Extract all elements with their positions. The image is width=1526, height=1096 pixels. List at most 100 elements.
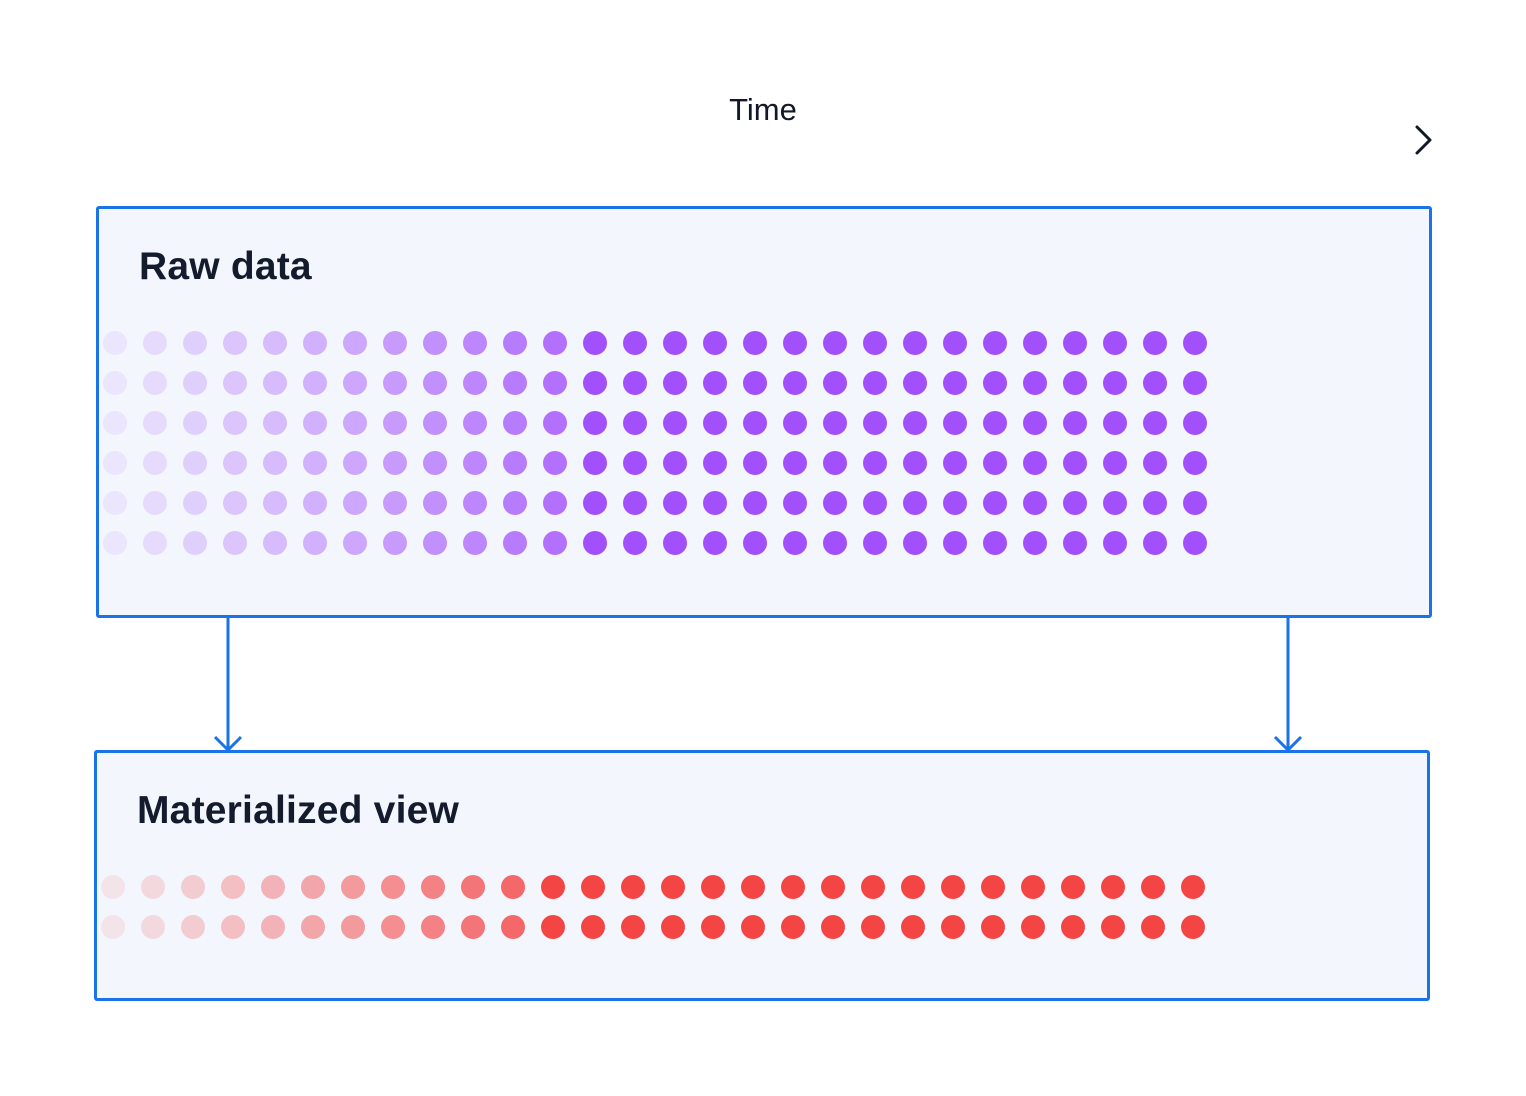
raw-data-dot xyxy=(463,531,487,555)
raw-data-dot xyxy=(1143,451,1167,475)
raw-data-dot xyxy=(103,331,127,355)
raw-data-dot xyxy=(223,451,247,475)
materialized-view-dot xyxy=(461,915,485,939)
raw-data-dot xyxy=(983,411,1007,435)
raw-data-dot xyxy=(223,491,247,515)
raw-data-dot xyxy=(943,531,967,555)
raw-data-dot xyxy=(343,531,367,555)
raw-data-dot xyxy=(263,371,287,395)
raw-data-dot xyxy=(863,451,887,475)
materialized-view-title: Materialized view xyxy=(137,789,460,832)
raw-data-dot xyxy=(1143,491,1167,515)
materialized-view-dot xyxy=(181,915,205,939)
materialized-view-dot xyxy=(341,915,365,939)
raw-data-dot xyxy=(903,371,927,395)
raw-data-dot xyxy=(263,531,287,555)
raw-data-dot xyxy=(423,451,447,475)
raw-data-dot xyxy=(1103,491,1127,515)
materialized-view-dot xyxy=(421,915,445,939)
raw-data-dot xyxy=(303,531,327,555)
raw-data-dot xyxy=(1183,411,1207,435)
raw-data-dot xyxy=(1183,331,1207,355)
raw-data-dot xyxy=(863,331,887,355)
materialized-view-dot xyxy=(861,915,885,939)
materialized-view-box: Materialized view xyxy=(94,750,1430,1001)
raw-data-dot xyxy=(783,531,807,555)
materialized-view-dot xyxy=(501,915,525,939)
raw-data-dot xyxy=(223,411,247,435)
raw-data-dot xyxy=(1143,531,1167,555)
raw-data-dot xyxy=(983,491,1007,515)
raw-data-dot xyxy=(623,531,647,555)
materialized-view-dot xyxy=(501,875,525,899)
raw-data-dot xyxy=(823,531,847,555)
materialized-view-dot xyxy=(941,915,965,939)
raw-data-dot xyxy=(1143,411,1167,435)
raw-data-dot xyxy=(863,371,887,395)
materialized-view-dot xyxy=(1101,915,1125,939)
raw-data-dot xyxy=(183,451,207,475)
raw-data-dot xyxy=(1183,531,1207,555)
raw-data-dot xyxy=(1063,531,1087,555)
raw-data-dot xyxy=(143,491,167,515)
raw-data-dots xyxy=(103,331,1207,555)
raw-data-dot xyxy=(743,331,767,355)
raw-data-dot xyxy=(143,411,167,435)
raw-data-dot xyxy=(903,451,927,475)
raw-data-dot xyxy=(463,371,487,395)
raw-data-dot xyxy=(183,371,207,395)
materialized-view-dot xyxy=(181,875,205,899)
raw-data-dot xyxy=(1063,491,1087,515)
raw-data-dot xyxy=(823,491,847,515)
materialized-view-dot xyxy=(141,875,165,899)
materialized-view-dot xyxy=(1101,875,1125,899)
time-arrow xyxy=(98,125,1432,155)
raw-data-dot xyxy=(303,491,327,515)
materialized-view-dot xyxy=(1021,915,1045,939)
raw-data-dot xyxy=(423,411,447,435)
raw-data-dot xyxy=(583,411,607,435)
raw-data-dot xyxy=(303,331,327,355)
raw-data-dot xyxy=(1143,331,1167,355)
raw-data-dot xyxy=(1103,411,1127,435)
materialized-view-dot xyxy=(941,875,965,899)
materialized-view-dot xyxy=(461,875,485,899)
raw-data-dot xyxy=(383,371,407,395)
raw-data-dot xyxy=(663,371,687,395)
raw-data-dot xyxy=(1023,491,1047,515)
raw-data-dot xyxy=(1023,331,1047,355)
raw-data-dot xyxy=(983,531,1007,555)
raw-data-dot xyxy=(423,531,447,555)
raw-data-dot xyxy=(623,451,647,475)
time-arrow-head xyxy=(1415,125,1432,155)
raw-data-dot xyxy=(903,411,927,435)
raw-data-dot xyxy=(263,451,287,475)
materialized-view-dot xyxy=(1181,875,1205,899)
materialized-view-dot xyxy=(1141,915,1165,939)
raw-data-dot xyxy=(263,491,287,515)
raw-data-dot xyxy=(583,371,607,395)
raw-data-dot xyxy=(543,531,567,555)
raw-data-dot xyxy=(703,531,727,555)
raw-data-dot xyxy=(983,371,1007,395)
raw-data-dot xyxy=(703,451,727,475)
raw-data-dot xyxy=(743,491,767,515)
raw-data-dot xyxy=(463,331,487,355)
raw-data-dot xyxy=(303,371,327,395)
raw-data-dot xyxy=(503,491,527,515)
materialized-view-dot xyxy=(781,875,805,899)
raw-data-dot xyxy=(263,331,287,355)
right-arrow-head xyxy=(1273,735,1303,753)
raw-data-box: Raw data xyxy=(96,206,1432,618)
raw-data-dot xyxy=(543,411,567,435)
raw-data-dot xyxy=(463,491,487,515)
raw-data-dot xyxy=(223,531,247,555)
raw-data-dot xyxy=(103,411,127,435)
raw-data-dot xyxy=(663,331,687,355)
materialized-view-dot xyxy=(861,875,885,899)
raw-data-dot xyxy=(623,411,647,435)
raw-data-dot xyxy=(263,411,287,435)
raw-data-dot xyxy=(423,371,447,395)
raw-data-dot xyxy=(183,491,207,515)
raw-data-dot xyxy=(663,411,687,435)
